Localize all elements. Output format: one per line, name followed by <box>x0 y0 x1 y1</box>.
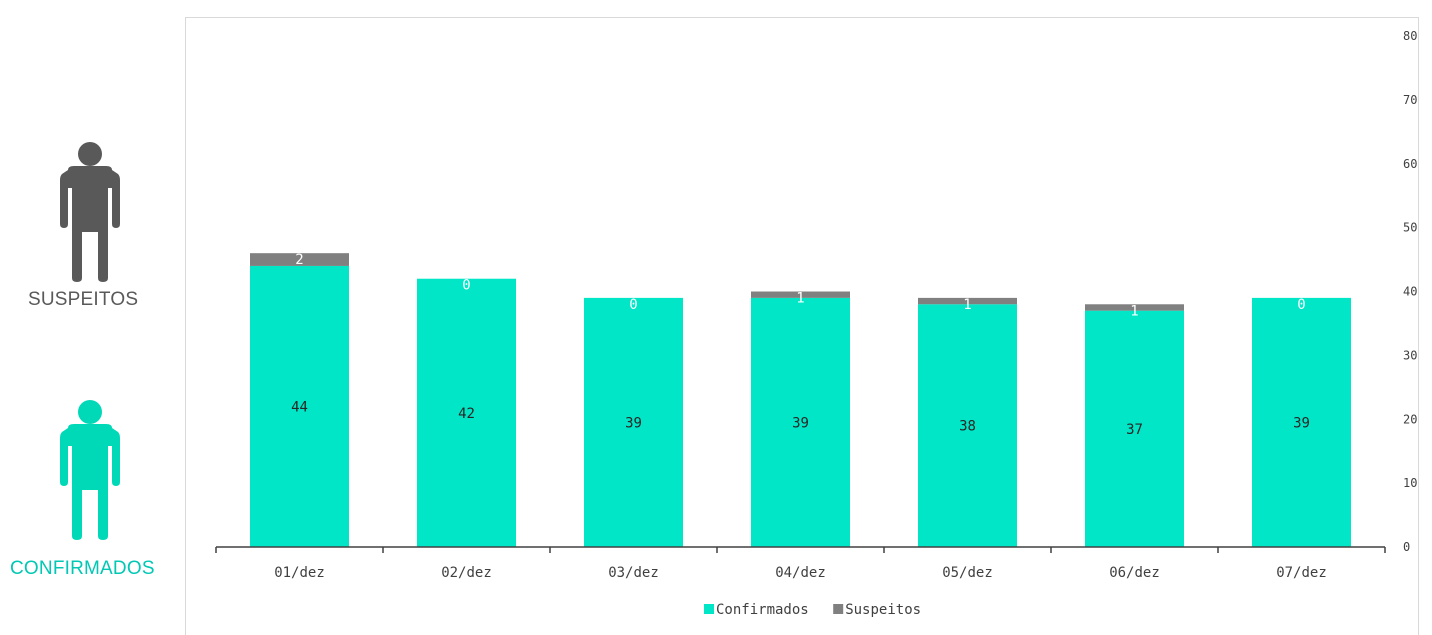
y-tick-label: 10 <box>1403 476 1417 490</box>
y-tick-label: 50 <box>1403 221 1417 235</box>
bar-confirmados <box>1252 297 1351 547</box>
bar-confirmados <box>250 265 349 547</box>
side-legend: SUSPEITOS CONFIRMADOS <box>0 0 185 635</box>
x-tick-label: 01/dez <box>274 565 325 581</box>
y-tick-label: 30 <box>1403 348 1417 362</box>
data-label-confirmados: 39 <box>625 415 642 431</box>
bar-suspeitos <box>918 297 1017 305</box>
data-label-confirmados: 37 <box>1126 422 1143 438</box>
y-tick-label: 60 <box>1403 157 1417 171</box>
person-icon <box>60 400 120 540</box>
bar-confirmados <box>417 278 516 547</box>
y-tick-label: 70 <box>1403 93 1417 107</box>
legend-label-suspeitos: Suspeitos <box>845 602 921 618</box>
bar-suspeitos <box>1085 304 1184 311</box>
data-label-confirmados: 44 <box>291 399 308 415</box>
data-label-suspeitos: 0 <box>629 297 637 313</box>
data-label-suspeitos: 1 <box>796 291 804 307</box>
legend-label-confirmados: Confirmados <box>716 602 809 618</box>
x-tick-label: 05/dez <box>942 565 993 581</box>
y-tick-label: 80 <box>1403 29 1417 43</box>
legend-swatch-confirmados <box>704 604 714 614</box>
bar-confirmados <box>751 297 850 547</box>
x-tick-label: 03/dez <box>608 565 659 581</box>
y-tick-label: 20 <box>1403 412 1417 426</box>
bar-confirmados <box>584 297 683 547</box>
data-label-suspeitos: 1 <box>963 297 971 313</box>
suspeitos-label: SUSPEITOS <box>28 289 139 310</box>
x-tick-label: 06/dez <box>1109 565 1160 581</box>
person-icon <box>60 142 120 282</box>
y-tick-label: 0 <box>1403 540 1410 554</box>
data-label-suspeitos: 0 <box>1297 297 1305 313</box>
bar-confirmados <box>918 304 1017 547</box>
confirmados-label: CONFIRMADOS <box>10 558 155 579</box>
data-label-confirmados: 38 <box>959 419 976 435</box>
bar-suspeitos <box>751 291 850 298</box>
y-tick-label: 40 <box>1403 285 1417 299</box>
x-tick-label: 07/dez <box>1276 565 1327 581</box>
data-label-confirmados: 42 <box>458 406 475 422</box>
data-label-confirmados: 39 <box>1293 415 1310 431</box>
data-label-suspeitos: 2 <box>295 252 303 268</box>
data-label-suspeitos: 0 <box>462 278 470 294</box>
data-label-suspeitos: 1 <box>1130 303 1138 319</box>
bar-suspeitos <box>250 253 349 266</box>
legend-swatch-suspeitos <box>833 604 844 614</box>
x-tick-label: 02/dez <box>441 565 492 581</box>
data-label-confirmados: 39 <box>792 415 809 431</box>
x-tick-label: 04/dez <box>775 565 826 581</box>
bar-confirmados <box>1085 310 1184 547</box>
